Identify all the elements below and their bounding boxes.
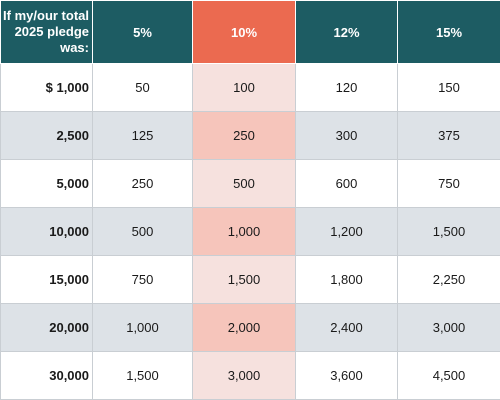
table-cell: 3,600 [295,351,398,400]
table-cell: 600 [295,159,398,208]
table-cell: 500 [192,159,296,208]
pledge-amount: 15,000 [0,255,93,304]
table-row: 20,000 1,000 2,000 2,400 3,000 [0,303,500,352]
table-cell: 250 [192,111,296,160]
table-cell: 100 [192,63,296,112]
pledge-amount: 5,000 [0,159,93,208]
table-cell: 2,400 [295,303,398,352]
table-cell: 4,500 [397,351,500,400]
table-cell: 500 [92,207,193,256]
pledge-amount: 30,000 [0,351,93,400]
table-cell: 150 [397,63,500,112]
header-12-percent: 12% [295,0,398,64]
table-cell: 1,000 [192,207,296,256]
table-cell: 1,500 [92,351,193,400]
table-row: 2,500 125 250 300 375 [0,111,500,160]
table-row: 10,000 500 1,000 1,200 1,500 [0,207,500,256]
header-15-percent: 15% [397,0,500,64]
header-5-percent: 5% [92,0,193,64]
table-cell: 1,200 [295,207,398,256]
table-cell: 120 [295,63,398,112]
pledge-amount: 2,500 [0,111,93,160]
table-row: 5,000 250 500 600 750 [0,159,500,208]
table-cell: 750 [397,159,500,208]
pledge-amount: 20,000 [0,303,93,352]
table-cell: 125 [92,111,193,160]
table-cell: 750 [92,255,193,304]
table-cell: 1,000 [92,303,193,352]
table-cell: 375 [397,111,500,160]
table-cell: 3,000 [397,303,500,352]
table-cell: 300 [295,111,398,160]
header-row: If my/our total 2025 pledge was: 5% 10% … [0,0,500,64]
table-cell: 1,800 [295,255,398,304]
table-cell: 2,000 [192,303,296,352]
table-cell: 3,000 [192,351,296,400]
header-10-percent: 10% [192,0,296,64]
corner-label: If my/our total 2025 pledge was: [0,0,93,64]
table-cell: 50 [92,63,193,112]
pledge-amount: 10,000 [0,207,93,256]
table-cell: 2,250 [397,255,500,304]
table-cell: 1,500 [397,207,500,256]
pledge-amount: $ 1,000 [0,63,93,112]
table-row: 30,000 1,500 3,000 3,600 4,500 [0,351,500,400]
table-row: $ 1,000 50 100 120 150 [0,63,500,112]
table-cell: 250 [92,159,193,208]
table-cell: 1,500 [192,255,296,304]
table-row: 15,000 750 1,500 1,800 2,250 [0,255,500,304]
